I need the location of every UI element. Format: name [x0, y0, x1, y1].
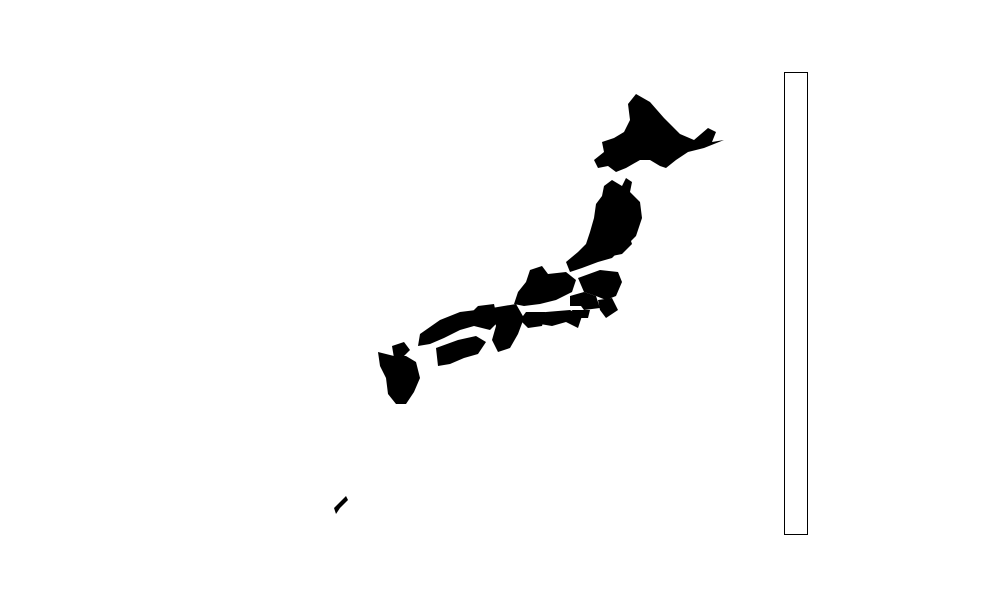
japan-choropleth-map [334, 94, 724, 514]
region-hokuriku [514, 266, 576, 306]
region-hyogo [470, 304, 498, 330]
colorbar [784, 72, 808, 535]
region-okinawa [334, 496, 348, 514]
colorbar-gradient [785, 73, 807, 534]
region-shizuoka [540, 310, 582, 328]
region-aichi [520, 312, 546, 328]
region-kinki [492, 304, 524, 352]
region-kanto [578, 270, 622, 300]
region-shikoku [436, 336, 486, 366]
region-miyagi [608, 232, 632, 256]
region-fukuoka [392, 342, 410, 358]
region-chugoku [418, 310, 476, 346]
region-tokyo [578, 302, 600, 310]
region-kyushu [378, 352, 420, 404]
region-osaka [500, 322, 506, 334]
region-chiba [598, 298, 618, 318]
region-tohoku [566, 178, 642, 272]
region-hokkaido [594, 94, 724, 172]
